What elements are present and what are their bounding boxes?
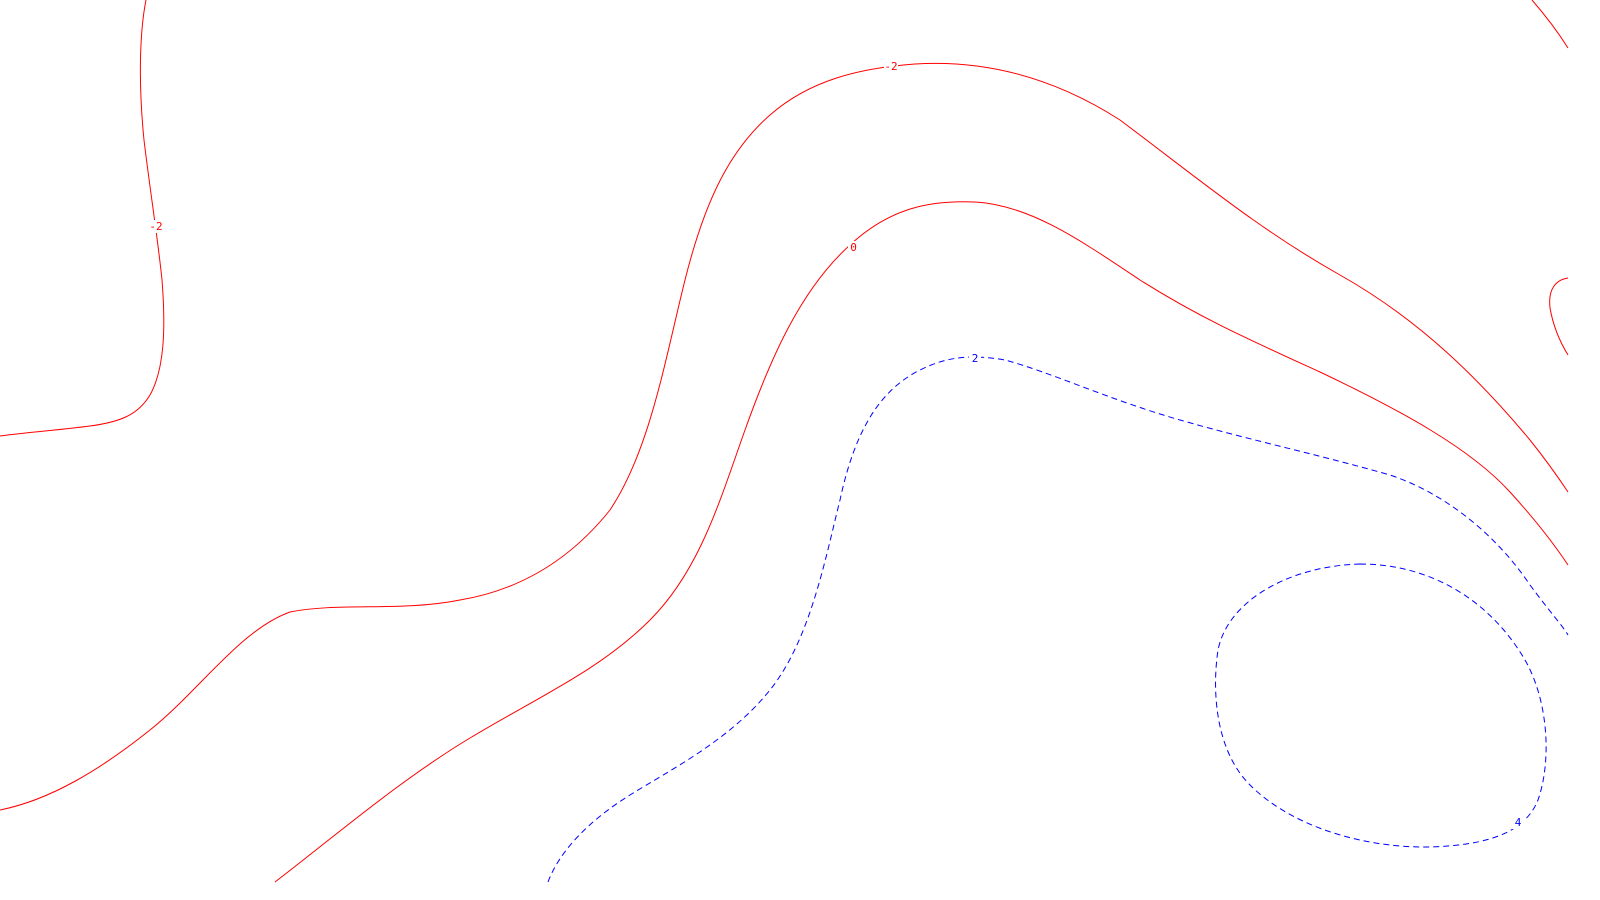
contour-label-pos2: 2 bbox=[969, 352, 981, 365]
contour-line-edge-right bbox=[1549, 277, 1569, 356]
contour-label-pos4: 4 bbox=[1512, 816, 1524, 829]
svg-text:-2: -2 bbox=[884, 60, 897, 73]
contour-label-neg2-west: -2 bbox=[149, 220, 163, 233]
contour-line-pos2 bbox=[547, 356, 1569, 883]
svg-text:0: 0 bbox=[850, 241, 857, 254]
contour-label-neg2-main: -2 bbox=[884, 60, 898, 73]
contour-line-zero bbox=[274, 201, 1569, 883]
contour-line-neg2-west bbox=[0, 0, 165, 437]
contour-label-zero: 0 bbox=[848, 241, 859, 254]
contour-line-pos4 bbox=[1215, 563, 1547, 848]
contour-line-corner-top-right bbox=[1531, 0, 1569, 49]
svg-text:4: 4 bbox=[1515, 816, 1522, 829]
svg-text:-2: -2 bbox=[149, 220, 162, 233]
svg-text:2: 2 bbox=[972, 352, 979, 365]
contour-line-neg2-main bbox=[0, 62, 1569, 811]
